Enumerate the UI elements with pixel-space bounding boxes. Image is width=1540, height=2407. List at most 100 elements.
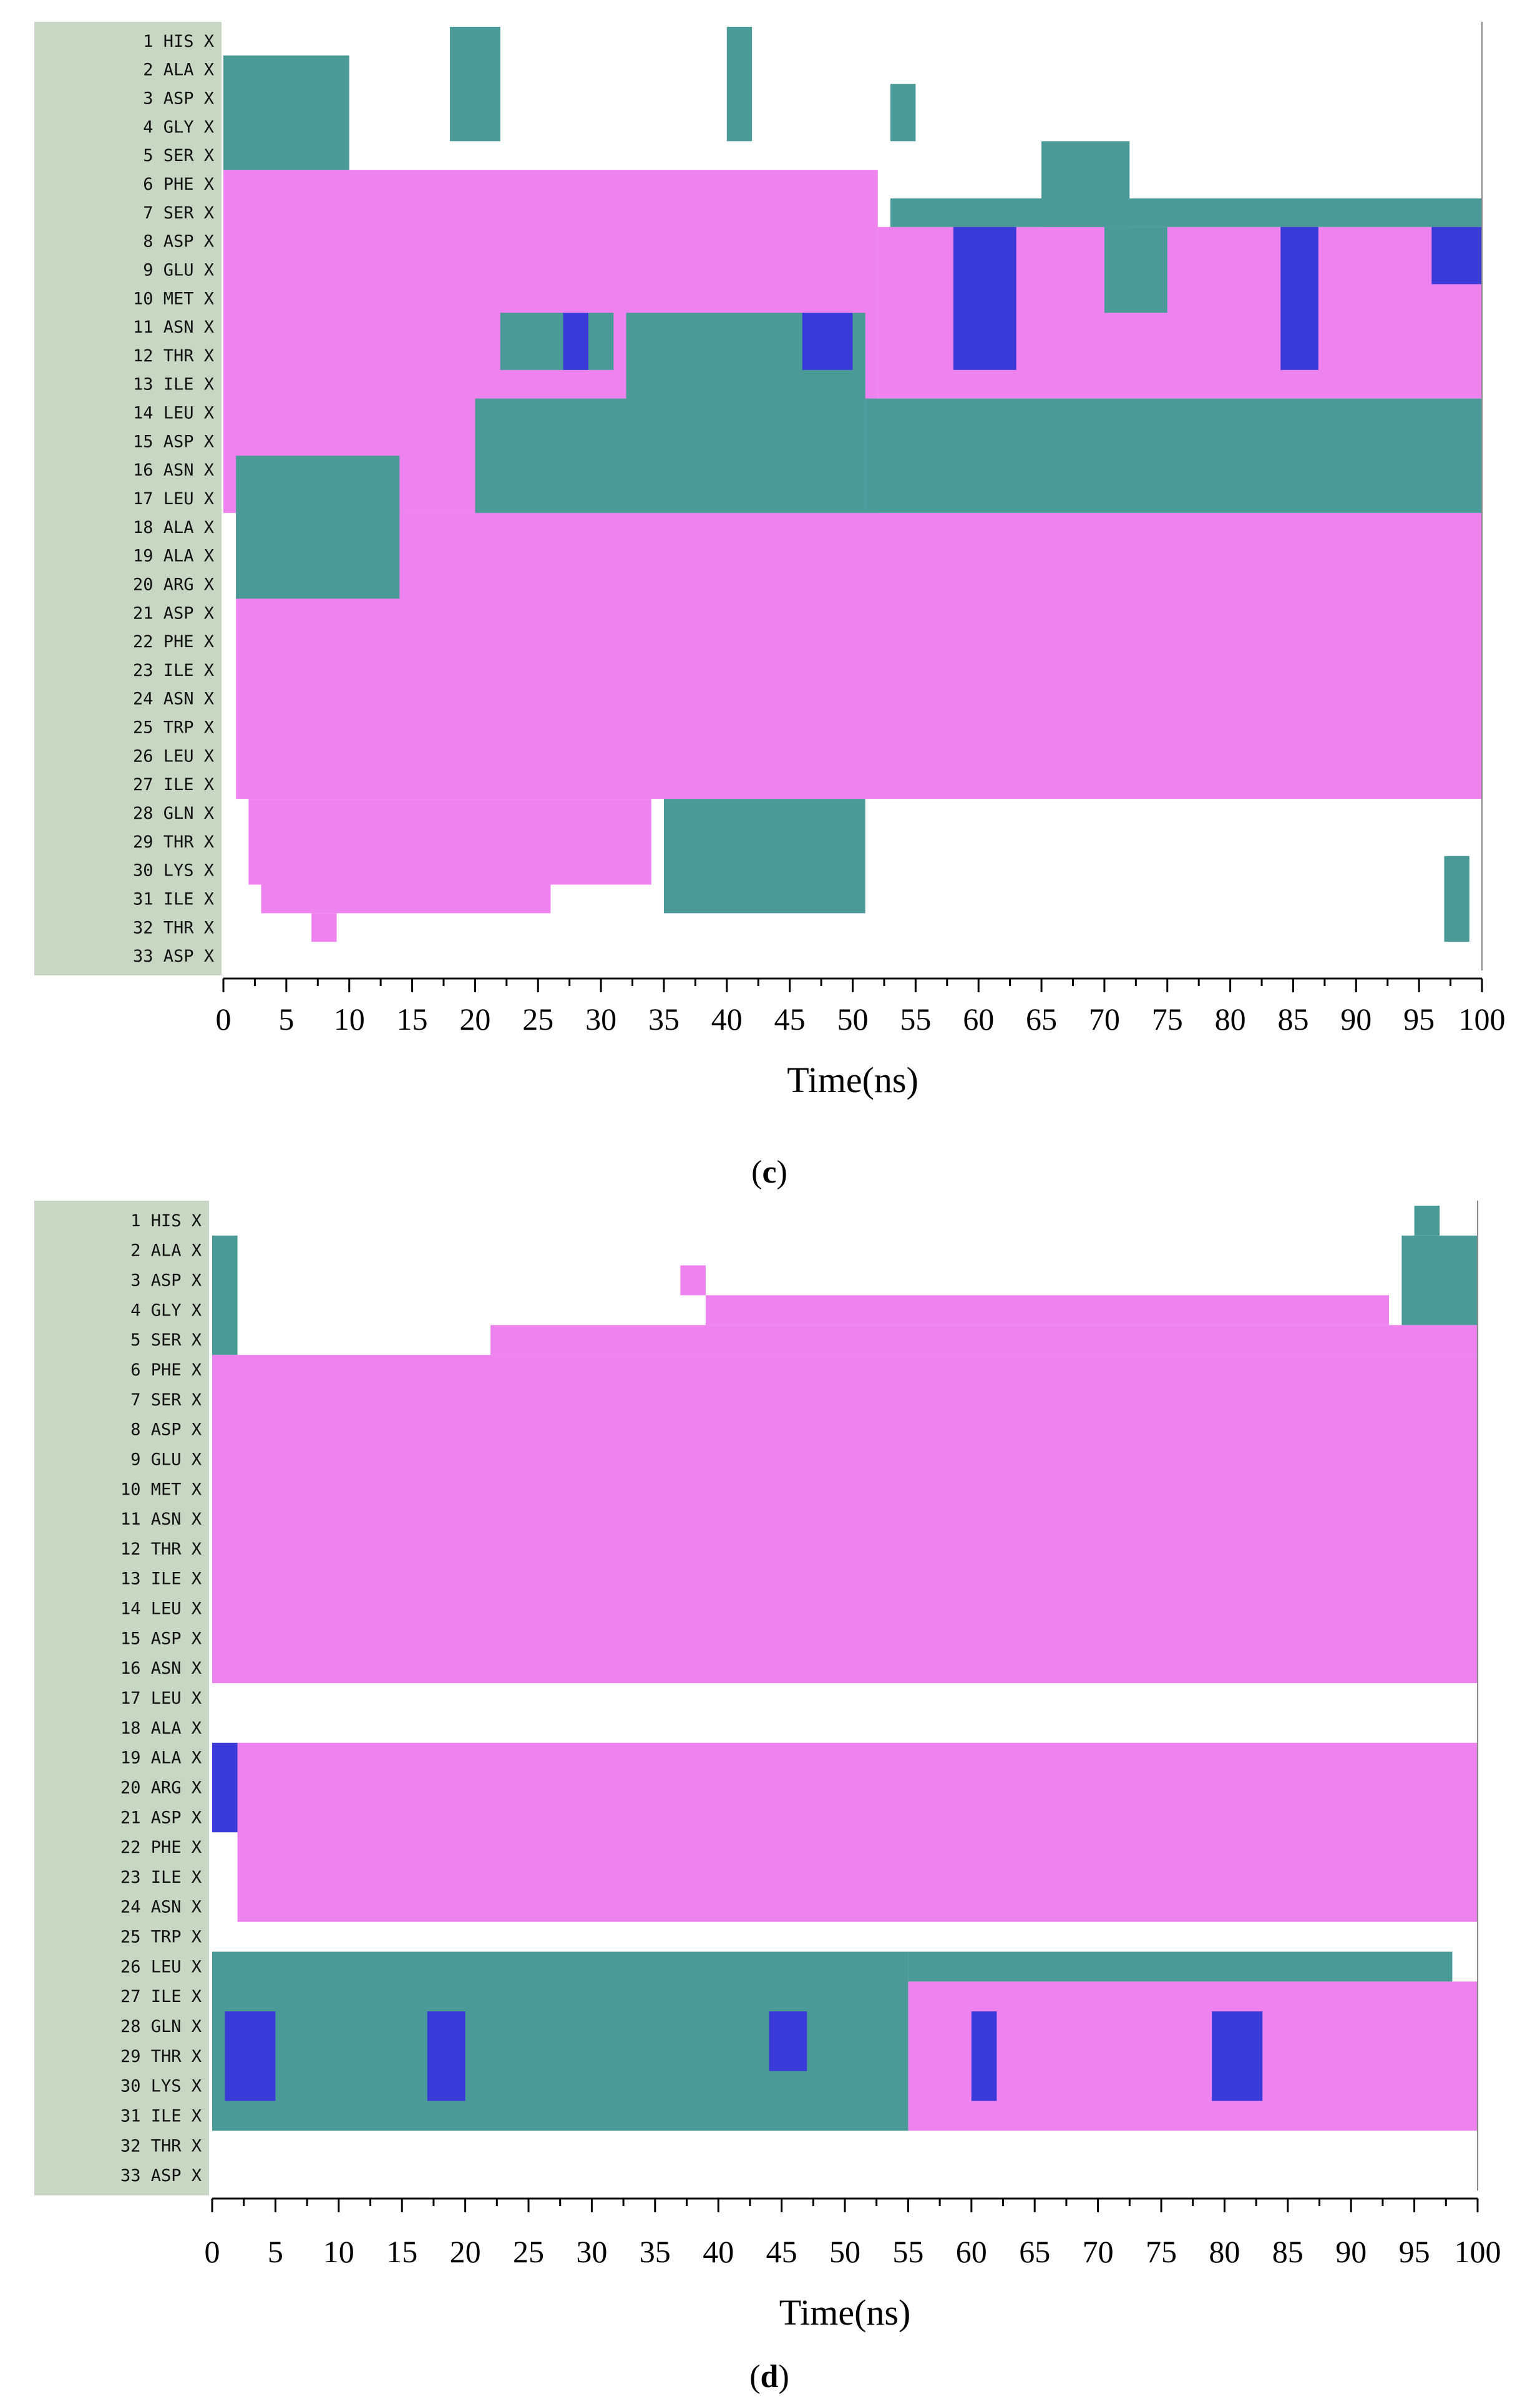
ss-segment-helix310 (953, 227, 1016, 370)
ss-segment-turn (1401, 1235, 1478, 1326)
ss-segment-helix310 (212, 1742, 238, 1833)
x-tick-label: 65 (1026, 1002, 1057, 1037)
residue-label: 6 PHE X (130, 1360, 202, 1380)
residue-label: 11 ASN X (120, 1510, 202, 1529)
ss-segment-helix310 (225, 2011, 276, 2101)
panel-c-chart: 1 HIS X 2 ALA X 3 ASP X 4 GLY X 5 SER X 6 PHE… (34, 22, 1506, 1100)
residue-label: 13 ILE X (120, 1570, 202, 1589)
ss-segment-helix310 (427, 2011, 465, 2101)
residue-label: 30 LYS X (120, 2077, 202, 2096)
residue-label: 18 ALA X (120, 1719, 202, 1738)
panel-c-caption: (c) (751, 1155, 787, 1190)
residue-label: 12 THR X (120, 1540, 202, 1559)
ss-segment-turn (890, 198, 1482, 227)
residue-label: 15 ASP X (133, 432, 214, 451)
residue-label: 21 ASP X (120, 1808, 202, 1827)
residue-label: 26 LEU X (120, 1957, 202, 1976)
residue-label: 13 ILE X (133, 375, 214, 394)
residue-label: 14 LEU X (133, 404, 214, 423)
residue-label: 31 ILE X (133, 889, 214, 909)
ss-segment-turn (450, 27, 500, 142)
ss-segment-alpha (705, 1295, 1390, 1326)
residue-label: 1 HIS X (143, 32, 214, 51)
x-tick-label: 20 (459, 1002, 490, 1037)
x-tick-label: 10 (323, 2234, 354, 2269)
ss-segment-turn (1414, 1206, 1440, 1236)
residue-label: 7 SER X (130, 1390, 202, 1410)
residue-label: 25 TRP X (133, 718, 214, 738)
residue-label: 4 GLY X (143, 117, 214, 137)
x-tick-label: 80 (1215, 1002, 1246, 1037)
x-tick-label: 5 (268, 2234, 283, 2269)
ss-segment-turn (663, 799, 865, 914)
x-axis-title: Time(ns) (779, 2292, 911, 2333)
x-tick-label: 20 (450, 2234, 481, 2269)
x-tick-label: 50 (837, 1002, 869, 1037)
ss-segment-alpha (490, 1325, 1478, 1355)
x-tick-label: 10 (334, 1002, 365, 1037)
residue-label: 7 SER X (143, 203, 214, 223)
residue-label: 17 LEU X (133, 489, 214, 509)
residue-label: 11 ASN X (133, 318, 214, 337)
ss-segment-turn (212, 1235, 238, 1355)
ss-segment-alpha (261, 884, 551, 914)
residue-label: 33 ASP X (120, 2166, 202, 2185)
residue-label: 29 THR X (133, 832, 214, 852)
ss-segment-turn (1104, 227, 1167, 313)
residue-label: 27 ILE X (133, 775, 214, 794)
x-tick-label: 65 (1019, 2234, 1050, 2269)
x-tick-label: 25 (513, 2234, 544, 2269)
ss-segment-turn (475, 398, 626, 513)
residue-label: 5 SER X (143, 146, 214, 165)
ss-segment-turn (223, 55, 349, 170)
residue-label: 15 ASP X (120, 1629, 202, 1648)
x-tick-label: 95 (1399, 2234, 1430, 2269)
x-tick-label: 75 (1152, 1002, 1183, 1037)
panel-d-caption: (d) (749, 2359, 789, 2395)
x-tick-label: 25 (522, 1002, 553, 1037)
residue-label: 27 ILE X (120, 1987, 202, 2006)
x-tick-label: 100 (1455, 2234, 1501, 2269)
x-tick-label: 35 (648, 1002, 680, 1037)
residue-label: 12 THR X (133, 346, 214, 366)
residue-label: 1 HIS X (130, 1211, 202, 1231)
x-tick-label: 90 (1340, 1002, 1372, 1037)
residue-label: 2 ALA X (143, 61, 214, 80)
residue-label: 32 THR X (120, 2136, 202, 2156)
ss-segment-turn (500, 313, 614, 370)
x-tick-label: 45 (766, 2234, 797, 2269)
x-tick-label: 60 (956, 2234, 987, 2269)
ss-segment-helix310 (802, 313, 853, 370)
x-tick-label: 5 (278, 1002, 294, 1037)
residue-label: 22 PHE X (120, 1838, 202, 1857)
residue-label: 23 ILE X (133, 661, 214, 680)
ss-segment-alpha (212, 1355, 1478, 1684)
residue-label: 8 ASP X (130, 1420, 202, 1440)
residue-label: 10 MET X (133, 289, 214, 308)
residue-label: 14 LEU X (120, 1599, 202, 1619)
x-tick-label: 60 (963, 1002, 994, 1037)
x-tick-label: 40 (711, 1002, 743, 1037)
residue-label: 26 LEU X (133, 746, 214, 766)
ss-segment-helix310 (1280, 227, 1318, 370)
ss-segment-alpha (236, 512, 1482, 799)
residue-label: 30 LYS X (133, 861, 214, 881)
x-tick-label: 35 (640, 2234, 671, 2269)
ss-segment-turn (236, 456, 400, 599)
ss-segment-alpha (237, 1742, 1478, 1922)
x-tick-label: 50 (829, 2234, 860, 2269)
x-tick-label: 55 (892, 2234, 924, 2269)
ss-segment-turn (908, 1951, 1453, 1982)
residue-label: 16 ASN X (133, 461, 214, 480)
residue-label: 24 ASN X (133, 690, 214, 709)
x-tick-label: 0 (216, 1002, 231, 1037)
ss-segment-turn (865, 398, 1482, 513)
ss-segment-alpha (908, 1981, 1478, 2131)
residue-label: 6 PHE X (143, 175, 214, 194)
x-tick-label: 70 (1083, 2234, 1114, 2269)
residue-label: 33 ASP X (133, 947, 214, 966)
x-tick-label: 90 (1335, 2234, 1367, 2269)
ss-segment-alpha (248, 799, 651, 885)
residue-label: 20 ARG X (133, 575, 214, 594)
residue-label: 19 ALA X (133, 547, 214, 566)
